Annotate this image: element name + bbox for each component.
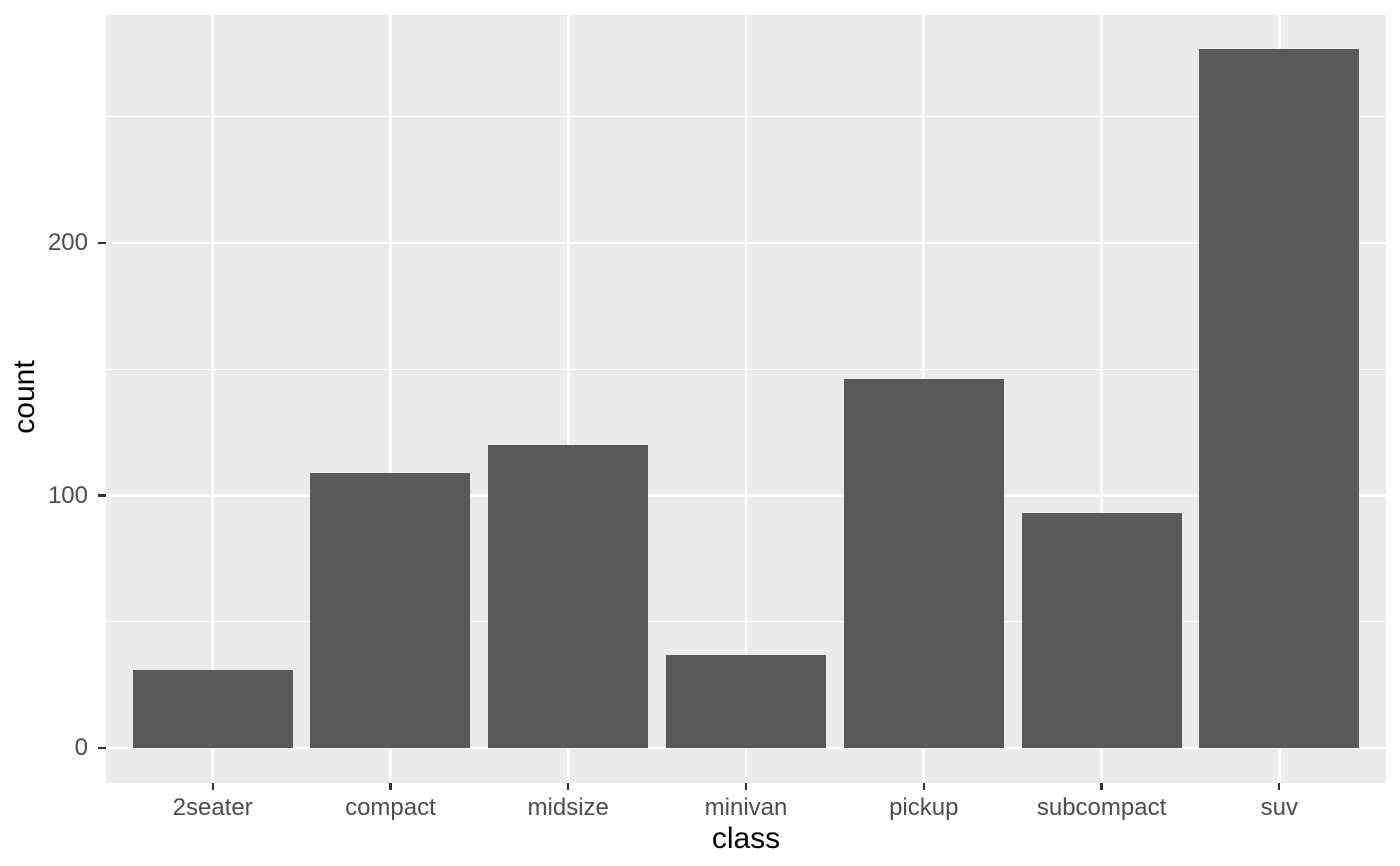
x-tick-label: 2seater [172, 794, 253, 821]
y-tick-mark [98, 494, 106, 497]
x-tick-mark [1278, 783, 1281, 790]
bar-pickup [843, 379, 1004, 748]
bar-midsize [488, 445, 649, 748]
x-tick-label: suv [1260, 794, 1298, 821]
gridline-major-x [744, 15, 748, 783]
bar-minivan [666, 654, 826, 748]
x-tick-label: pickup [889, 794, 959, 821]
x-tick-mark [1100, 783, 1103, 790]
plot-panel [106, 15, 1386, 783]
gridline-major-x [566, 15, 570, 783]
y-tick-label: 200 [47, 229, 88, 256]
y-tick-mark [98, 746, 106, 750]
x-tick-label: minivan [704, 794, 788, 821]
y-tick-label: 100 [47, 481, 88, 509]
gridline-major-x [389, 15, 392, 783]
gridline-major-x [211, 15, 214, 783]
x-tick-mark [922, 783, 925, 790]
x-tick-label: midsize [527, 794, 609, 821]
y-tick-mark [98, 241, 106, 245]
x-tick-mark [389, 783, 392, 790]
bar-compact [310, 472, 471, 748]
x-tick-mark [744, 783, 748, 790]
x-tick-label: compact [345, 794, 436, 821]
x-tick-mark [567, 783, 570, 790]
bar-suv [1199, 48, 1360, 748]
x-tick-mark [211, 783, 214, 790]
y-tick-label: 0 [74, 734, 88, 761]
bar-2seater [132, 669, 293, 748]
x-axis-title: class [711, 822, 781, 855]
y-axis-title: count [8, 360, 41, 434]
gridline-major-x [1100, 15, 1103, 783]
x-tick-label: subcompact [1036, 794, 1167, 821]
bar-subcompact [1021, 513, 1182, 748]
